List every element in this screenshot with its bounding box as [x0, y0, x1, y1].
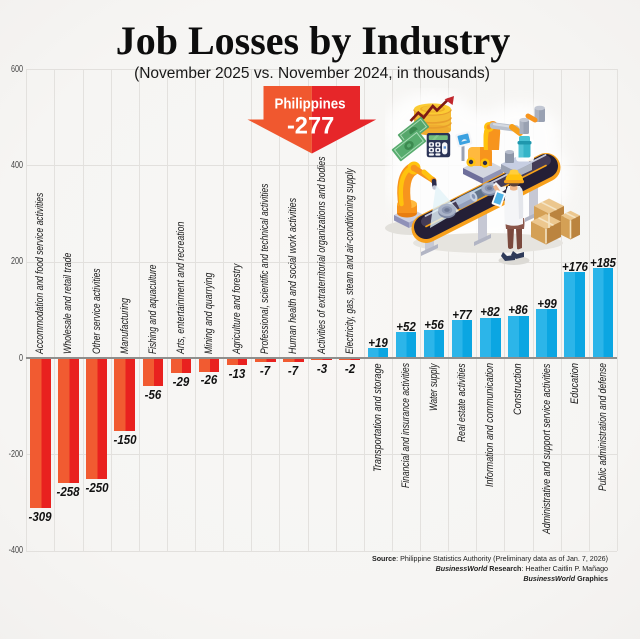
svg-text:-277: -277 — [287, 113, 334, 140]
svg-text:Philippines: Philippines — [275, 97, 346, 113]
